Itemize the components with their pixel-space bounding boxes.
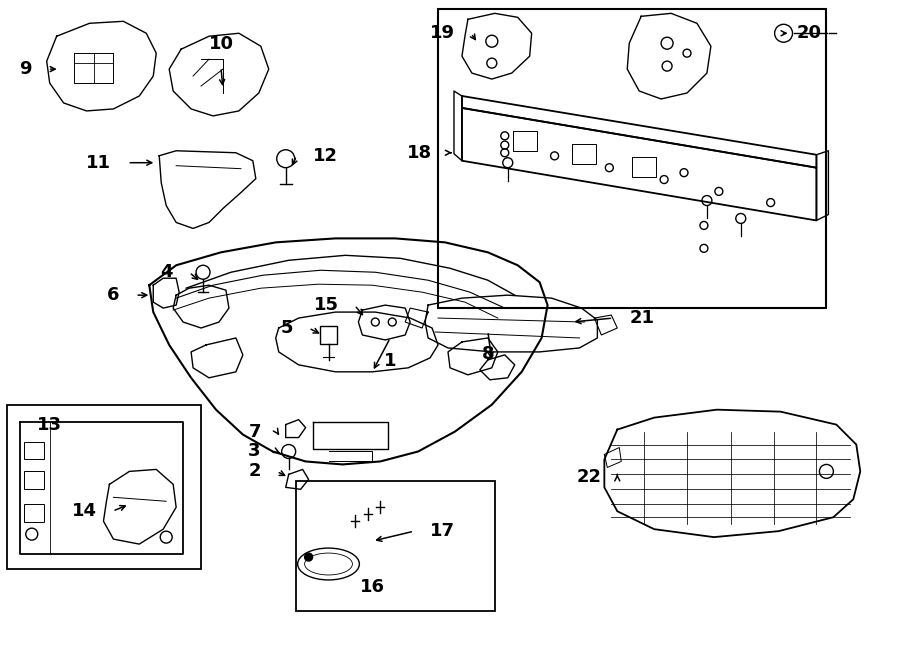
Text: 11: 11 [86, 154, 112, 172]
Bar [7, 405, 201, 569]
Text: 1: 1 [384, 352, 397, 370]
Text: 22: 22 [576, 469, 601, 486]
Text: 6: 6 [107, 286, 120, 304]
Text: 12: 12 [312, 147, 338, 165]
Bar [296, 481, 495, 611]
Text: 5: 5 [280, 319, 292, 337]
Text: 4: 4 [161, 263, 173, 281]
Text: 19: 19 [430, 24, 455, 42]
Circle shape [304, 553, 312, 561]
Text: 9: 9 [19, 60, 32, 78]
Text: 8: 8 [482, 345, 494, 363]
Text: 13: 13 [37, 416, 62, 434]
Text: 10: 10 [209, 35, 233, 53]
Text: 17: 17 [430, 522, 455, 540]
Text: 21: 21 [629, 309, 654, 327]
Text: 2: 2 [248, 463, 261, 481]
Text: 7: 7 [248, 422, 261, 441]
Text: 18: 18 [407, 143, 432, 162]
Bar [438, 9, 826, 308]
Text: 20: 20 [796, 24, 822, 42]
Text: 16: 16 [360, 578, 385, 596]
Text: 15: 15 [313, 296, 338, 314]
Text: 14: 14 [71, 502, 96, 520]
Text: 3: 3 [248, 442, 261, 461]
